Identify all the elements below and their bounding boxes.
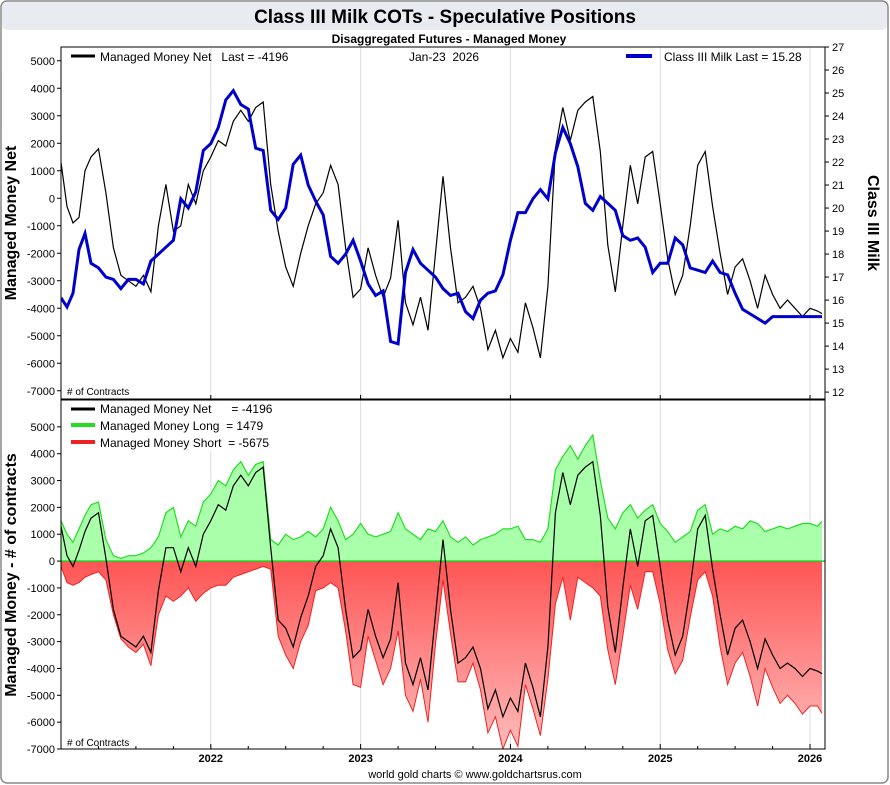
date-label: Jan-23 2026 bbox=[409, 50, 479, 64]
top-left-tick-label: 5000 bbox=[31, 56, 55, 68]
top-right-tick-label: 20 bbox=[832, 203, 844, 215]
legend-bnet-label: Managed Money Net = -4196 bbox=[100, 402, 273, 416]
top-right-tick-label: 14 bbox=[832, 341, 844, 353]
top-right-tick-label: 27 bbox=[832, 42, 844, 54]
top-units-note: # of Contracts bbox=[67, 387, 129, 398]
long-area bbox=[61, 434, 822, 562]
bottom-left-tick-label: 5000 bbox=[31, 422, 55, 434]
top-right-tick-label: 15 bbox=[832, 318, 844, 330]
top-right-tick-label: 22 bbox=[832, 157, 844, 169]
bottom-units-note: # of Contracts bbox=[67, 738, 129, 749]
top-grid bbox=[210, 47, 811, 399]
legend-short-label: Managed Money Short = -5675 bbox=[100, 436, 269, 450]
top-left-tick-label: -5000 bbox=[27, 331, 55, 343]
top-right-tick-label: 24 bbox=[832, 111, 844, 123]
bottom-left-tick-label: 3000 bbox=[31, 476, 55, 488]
x-tick-label: 2022 bbox=[199, 753, 223, 765]
top-left-tick-label: -6000 bbox=[27, 358, 55, 370]
top-right-tick-label: 21 bbox=[832, 180, 844, 192]
bottom-left-tick-label: 1000 bbox=[31, 529, 55, 541]
top-right-tick-label: 26 bbox=[832, 65, 844, 77]
top-left-tick-label: 3000 bbox=[31, 111, 55, 123]
bottom-left-tick-label: -2000 bbox=[27, 610, 55, 622]
top-right-tick-label: 12 bbox=[832, 387, 844, 399]
top-right-tick-label: 23 bbox=[832, 134, 844, 146]
x-axis: 2022 2023 2024 2025 2026 bbox=[97, 744, 822, 765]
bottom-left-tick-label: -1000 bbox=[27, 583, 55, 595]
title-bar bbox=[2, 2, 887, 30]
bottom-left-tick-label: -3000 bbox=[27, 637, 55, 649]
top-right-axis: 27 26 25 24 23 22 21 20 19 18 17 16 15 14 13 12 bbox=[825, 42, 844, 399]
legend-price-label: Class III Milk Last = 15.28 bbox=[664, 50, 802, 64]
x-tick-label: 2023 bbox=[348, 753, 372, 765]
top-price-line bbox=[61, 88, 822, 346]
short-line bbox=[61, 565, 823, 749]
chart-title: Class III Milk COTs - Speculative Positi… bbox=[254, 7, 636, 28]
top-right-tick-label: 13 bbox=[832, 364, 844, 376]
top-left-tick-label: 0 bbox=[49, 193, 55, 205]
bottom-panel: 5000 4000 3000 2000 1000 0 -1000 -2000 -3000 -400… bbox=[3, 398, 826, 765]
chart-subtitle: Disaggregated Futures - Managed Money bbox=[332, 32, 567, 46]
top-right-tick-label: 16 bbox=[832, 295, 844, 307]
top-left-axis-label: Managed Money Net bbox=[3, 145, 20, 300]
footer-credit: world gold charts © www.goldchartsrus.co… bbox=[367, 769, 582, 781]
bottom-left-axis: 5000 4000 3000 2000 1000 0 -1000 -2000 -3000 -400… bbox=[27, 422, 61, 756]
bottom-left-tick-label: -6000 bbox=[27, 717, 55, 729]
bottom-axis-label: Managed Money - # of contracts bbox=[3, 453, 20, 697]
x-tick-label: 2026 bbox=[798, 753, 822, 765]
bottom-left-tick-label: -5000 bbox=[27, 690, 55, 702]
x-tick-label: 2024 bbox=[498, 753, 523, 765]
top-right-axis-label: Class III Milk bbox=[864, 175, 881, 271]
legend-long-label: Managed Money Long = 1479 bbox=[100, 419, 263, 433]
bottom-left-tick-label: -7000 bbox=[27, 744, 55, 756]
top-left-tick-label: -7000 bbox=[27, 386, 55, 398]
top-left-tick-label: 1000 bbox=[31, 166, 55, 178]
top-net-line bbox=[61, 95, 823, 360]
x-tick-label: 2025 bbox=[648, 753, 672, 765]
bottom-net-line bbox=[61, 460, 823, 719]
bottom-left-tick-label: 4000 bbox=[31, 449, 55, 461]
bottom-legend-bg bbox=[63, 401, 288, 451]
top-left-tick-label: 4000 bbox=[31, 83, 55, 95]
top-right-tick-label: 25 bbox=[832, 88, 844, 100]
legend-net-label: Managed Money Net Last = -4196 bbox=[100, 50, 289, 64]
long-line bbox=[61, 433, 823, 560]
top-left-tick-label: -2000 bbox=[27, 248, 55, 260]
bottom-left-tick-label: 0 bbox=[49, 556, 55, 568]
top-right-tick-label: 19 bbox=[832, 226, 844, 238]
top-left-tick-label: 2000 bbox=[31, 138, 55, 150]
top-panel: 5000 4000 3000 2000 1000 0 -1000 -2000 -3000 -400… bbox=[3, 42, 881, 400]
top-right-tick-label: 17 bbox=[832, 272, 844, 284]
bottom-left-tick-label: 2000 bbox=[31, 502, 55, 514]
top-right-tick-label: 18 bbox=[832, 249, 844, 261]
top-left-tick-label: -1000 bbox=[27, 221, 55, 233]
top-left-tick-label: -4000 bbox=[27, 303, 55, 315]
top-left-tick-label: -3000 bbox=[27, 276, 55, 288]
bottom-left-tick-label: -4000 bbox=[27, 663, 55, 675]
top-left-axis: 5000 4000 3000 2000 1000 0 -1000 -2000 -3000 -400… bbox=[27, 56, 61, 398]
